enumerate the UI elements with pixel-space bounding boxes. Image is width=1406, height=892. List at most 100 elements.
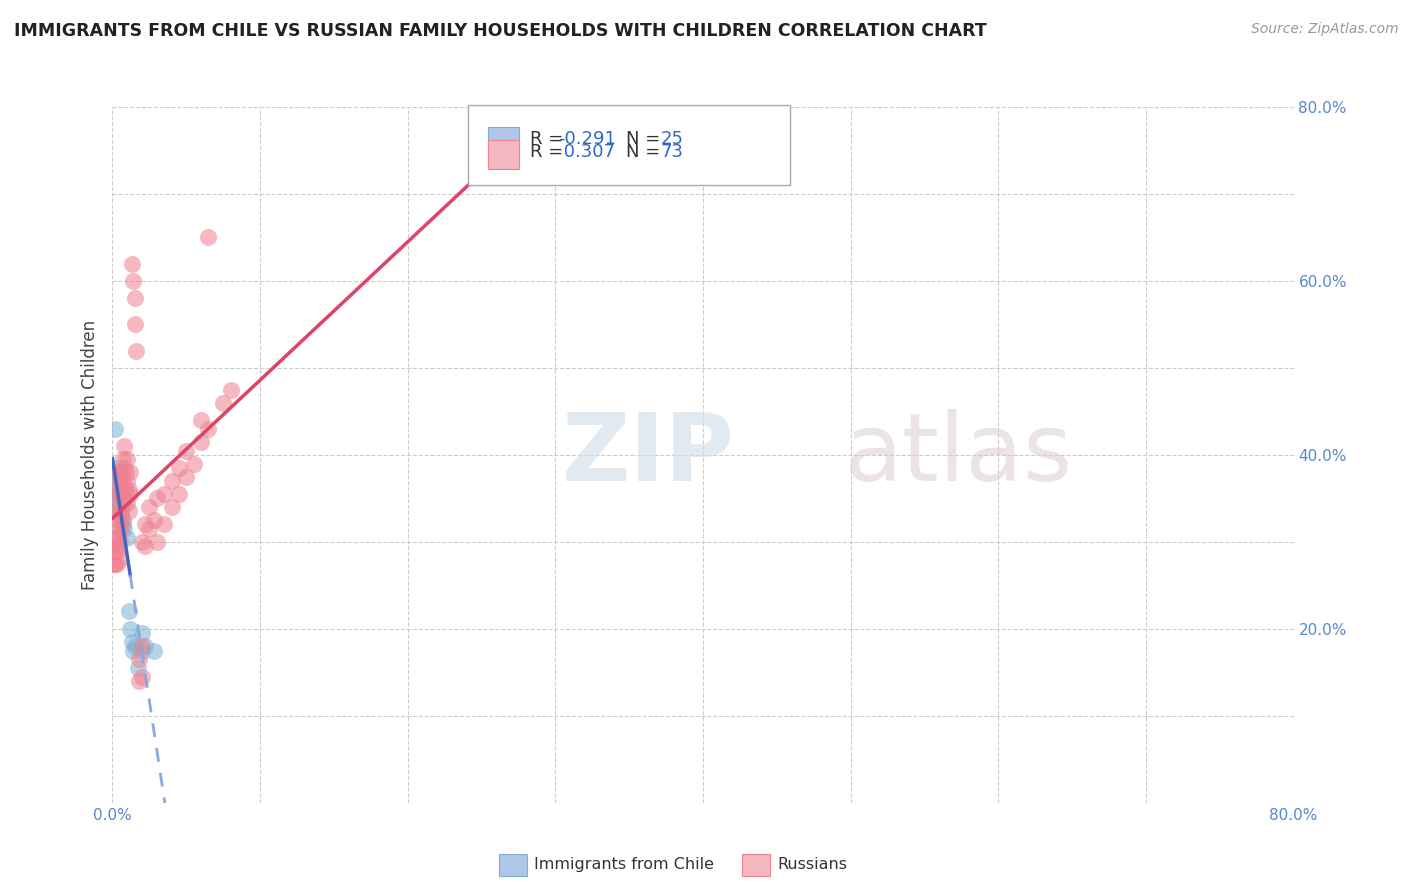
Point	[105, 543, 128, 558]
Point	[219, 383, 242, 397]
Point	[117, 452, 138, 467]
Text: IMMIGRANTS FROM CHILE VS RUSSIAN FAMILY HOUSEHOLDS WITH CHILDREN CORRELATION CHA: IMMIGRANTS FROM CHILE VS RUSSIAN FAMILY …	[14, 22, 987, 40]
Point	[127, 661, 149, 675]
Point	[110, 491, 132, 506]
Point	[105, 557, 128, 571]
Point	[190, 434, 212, 449]
Point	[120, 466, 142, 480]
Point	[111, 474, 134, 488]
Point	[197, 230, 219, 244]
Point	[112, 461, 135, 475]
Point	[153, 487, 176, 501]
Point	[110, 508, 132, 523]
Point	[142, 513, 165, 527]
Point	[107, 474, 129, 488]
Text: N =: N =	[626, 129, 665, 148]
Point	[105, 483, 128, 497]
Text: Russians: Russians	[778, 857, 848, 872]
Point	[142, 643, 165, 657]
Point	[134, 517, 156, 532]
Point	[120, 622, 142, 636]
Point	[117, 531, 138, 545]
Point	[111, 452, 134, 467]
Point	[107, 522, 129, 536]
Point	[120, 487, 142, 501]
Point	[107, 487, 129, 501]
Point	[121, 257, 143, 271]
Point	[146, 491, 169, 506]
Point	[125, 343, 148, 358]
Point	[105, 508, 128, 523]
Point	[138, 522, 160, 536]
Point	[110, 522, 132, 536]
Point	[118, 483, 141, 497]
Point	[212, 395, 235, 409]
Point	[108, 474, 131, 488]
Point	[134, 539, 156, 553]
Point	[128, 652, 150, 666]
Point	[183, 457, 205, 471]
Point	[117, 496, 138, 510]
Point	[112, 522, 135, 536]
Point	[190, 413, 212, 427]
Point	[122, 643, 145, 657]
Point	[153, 517, 176, 532]
Point	[105, 469, 128, 483]
Point	[131, 643, 153, 657]
Point	[174, 443, 197, 458]
Point	[118, 504, 141, 518]
Point	[104, 422, 127, 436]
Point	[104, 557, 127, 571]
Point	[112, 439, 135, 453]
Point	[124, 639, 146, 653]
Point	[107, 461, 129, 475]
Point	[114, 487, 136, 501]
Point	[107, 500, 129, 514]
Text: 25: 25	[661, 129, 683, 148]
Point	[107, 539, 129, 553]
Point	[160, 474, 183, 488]
Point	[108, 534, 131, 549]
Point	[104, 531, 127, 545]
Point	[105, 531, 128, 545]
Point	[160, 500, 183, 514]
Point	[103, 539, 125, 553]
Point	[108, 469, 131, 483]
Y-axis label: Family Households with Children: Family Households with Children	[80, 320, 98, 590]
Text: ZIP: ZIP	[561, 409, 734, 501]
Point	[131, 639, 153, 653]
Text: atlas: atlas	[845, 409, 1073, 501]
Point	[117, 474, 138, 488]
Point	[124, 318, 146, 332]
Point	[107, 487, 129, 501]
Point	[124, 291, 146, 305]
Point	[108, 483, 131, 497]
Text: Immigrants from Chile: Immigrants from Chile	[534, 857, 714, 872]
Point	[131, 534, 153, 549]
Text: R =: R =	[530, 143, 569, 161]
Point	[111, 517, 134, 532]
Point	[108, 496, 131, 510]
Point	[122, 274, 145, 288]
Point	[105, 496, 128, 510]
Point	[167, 487, 190, 501]
Point	[107, 504, 129, 518]
Text: -0.291: -0.291	[558, 129, 616, 148]
Point	[111, 496, 134, 510]
Point	[111, 513, 134, 527]
Point	[104, 543, 127, 558]
Point	[146, 534, 169, 549]
Point	[114, 466, 136, 480]
Point	[110, 504, 132, 518]
Point	[110, 466, 132, 480]
Point	[108, 517, 131, 532]
Point	[118, 605, 141, 619]
Text: N =: N =	[626, 143, 665, 161]
Point	[131, 670, 153, 684]
Point	[174, 469, 197, 483]
Text: Source: ZipAtlas.com: Source: ZipAtlas.com	[1251, 22, 1399, 37]
Point	[134, 639, 156, 653]
Point	[138, 500, 160, 514]
Text: 0.307: 0.307	[558, 143, 616, 161]
Point	[108, 552, 131, 566]
